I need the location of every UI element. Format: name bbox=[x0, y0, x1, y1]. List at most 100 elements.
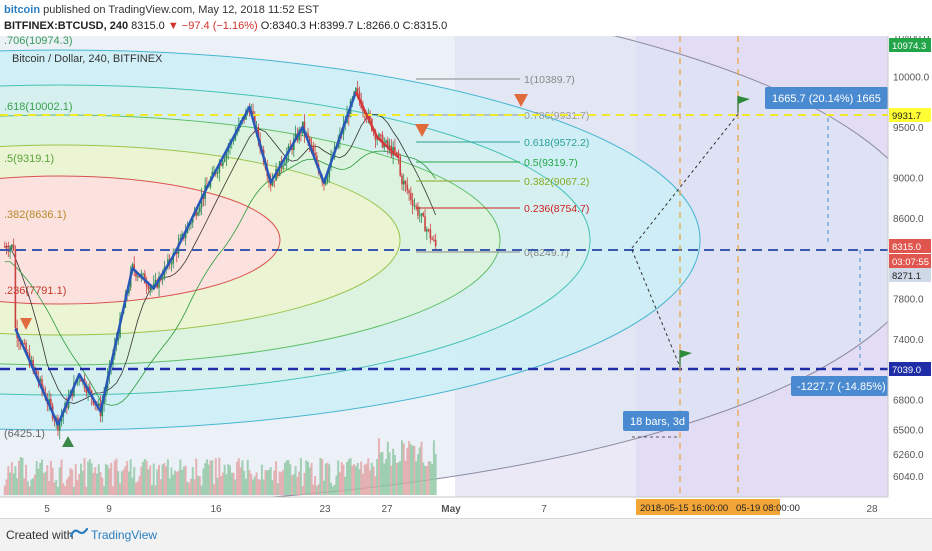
y-tick-label: 6260.0 bbox=[893, 450, 924, 461]
volume-bar bbox=[310, 463, 313, 495]
volume-bar bbox=[356, 462, 359, 495]
fib-level-label: 1(10389.7) bbox=[524, 74, 575, 86]
volume-bar bbox=[87, 461, 90, 495]
volume-bar bbox=[225, 474, 228, 495]
volume-bar bbox=[257, 479, 260, 495]
volume-bar bbox=[264, 469, 267, 495]
volume-bar bbox=[138, 476, 141, 495]
volume-bar bbox=[131, 477, 134, 495]
volume-bar bbox=[186, 481, 189, 495]
volume-bar bbox=[314, 475, 317, 495]
candle-body bbox=[32, 360, 34, 368]
volume-bar bbox=[142, 461, 145, 495]
price-label-box bbox=[889, 362, 931, 376]
tradingview-brand[interactable]: TradingView bbox=[91, 528, 158, 542]
candle-body bbox=[408, 190, 410, 194]
volume-bar bbox=[14, 466, 17, 495]
candle-body bbox=[11, 244, 13, 248]
volume-bar bbox=[330, 482, 333, 495]
volume-bar bbox=[223, 464, 226, 495]
candle-body bbox=[294, 133, 297, 140]
candle-body bbox=[85, 388, 88, 393]
volume-bar bbox=[172, 474, 175, 495]
candle-body bbox=[158, 276, 160, 288]
y-tick-label: 6800.0 bbox=[893, 395, 924, 406]
volume-bar bbox=[69, 468, 72, 495]
volume-bar bbox=[48, 480, 51, 495]
price-chart[interactable]: .706(10974.3) .618(10002.1) .5(9319.1) .382… bbox=[0, 36, 932, 518]
volume-bar bbox=[267, 469, 270, 495]
volume-bar bbox=[85, 486, 88, 495]
volume-bar bbox=[418, 447, 421, 495]
candle-body bbox=[379, 134, 382, 136]
volume-bar bbox=[41, 459, 43, 495]
candle-body bbox=[402, 180, 405, 185]
candle-body bbox=[14, 249, 17, 329]
volume-bar bbox=[3, 485, 6, 495]
price-label: 03:07:55 bbox=[892, 257, 929, 268]
y-tick-label: 8600.0 bbox=[893, 214, 924, 225]
volume-bar bbox=[90, 463, 93, 495]
down-arrow-icon bbox=[415, 124, 429, 137]
candle-body bbox=[138, 276, 141, 278]
last-price: 8315.0 bbox=[131, 20, 165, 32]
volume-bar bbox=[189, 478, 192, 495]
volume-bar bbox=[360, 461, 363, 495]
svg-text:05-19 08:00:00: 05-19 08:00:00 bbox=[736, 503, 800, 514]
candle-body bbox=[58, 421, 61, 431]
candle-body bbox=[415, 205, 417, 207]
volume-bar bbox=[409, 444, 412, 495]
flag-icon bbox=[680, 350, 692, 358]
volume-bar bbox=[200, 485, 203, 495]
volume-bar bbox=[379, 452, 382, 495]
candle-body bbox=[404, 180, 407, 185]
volume-bar bbox=[143, 459, 146, 495]
candle-body bbox=[355, 88, 357, 92]
volume-bar bbox=[161, 464, 164, 495]
volume-bar bbox=[177, 470, 180, 495]
fib-level-label: 0.236(8754.7) bbox=[524, 203, 589, 215]
volume-bar bbox=[374, 476, 377, 495]
symbol-name: BITFINEX:BTCUSD, 240 bbox=[4, 20, 129, 32]
volume-bar bbox=[147, 469, 150, 495]
volume-bar bbox=[74, 464, 77, 495]
candle-body bbox=[388, 145, 391, 148]
author-link[interactable]: bitcoin bbox=[4, 4, 41, 16]
volume-bar bbox=[23, 478, 26, 495]
volume-bar bbox=[377, 438, 380, 495]
volume-bar bbox=[163, 463, 166, 495]
volume-bar bbox=[111, 486, 114, 495]
volume-bar bbox=[282, 469, 285, 495]
volume-bar bbox=[78, 473, 81, 495]
volume-bar bbox=[221, 472, 224, 495]
volume-bar bbox=[136, 481, 139, 495]
volume-bar bbox=[64, 485, 67, 495]
candle-body bbox=[232, 140, 235, 142]
candle-body bbox=[358, 91, 361, 100]
candle-body bbox=[314, 152, 316, 156]
volume-bar bbox=[397, 462, 400, 495]
price-label: 7039.0 bbox=[892, 365, 921, 376]
volume-bar bbox=[392, 448, 395, 495]
candle-body bbox=[406, 184, 409, 191]
y-tick-label: 7800.0 bbox=[893, 295, 924, 306]
candle-body bbox=[154, 280, 157, 284]
y-tick-label: 9000.0 bbox=[893, 174, 924, 185]
moving-averages bbox=[4, 114, 437, 406]
volume-bar bbox=[30, 479, 33, 495]
publish-info: published on TradingView.com, May 12, 20… bbox=[40, 4, 320, 16]
candle-body bbox=[271, 180, 274, 186]
volume-bar bbox=[174, 470, 176, 495]
volume-bar bbox=[218, 457, 221, 495]
price-change: ▼ −97.4 (−1.16%) bbox=[167, 20, 258, 32]
volume-bar bbox=[214, 458, 217, 495]
y-tick-label: 10000.0 bbox=[893, 73, 930, 84]
x-tick-label: 16 bbox=[210, 504, 222, 515]
volume-bar bbox=[415, 461, 418, 495]
chart-title: Bitcoin / Dollar, 240, BITFINEX bbox=[12, 53, 163, 65]
volume-bar bbox=[349, 458, 352, 495]
volume-bar bbox=[237, 458, 240, 495]
volume-bar bbox=[337, 460, 340, 495]
candle-body bbox=[312, 147, 315, 153]
candle-body bbox=[234, 134, 237, 141]
